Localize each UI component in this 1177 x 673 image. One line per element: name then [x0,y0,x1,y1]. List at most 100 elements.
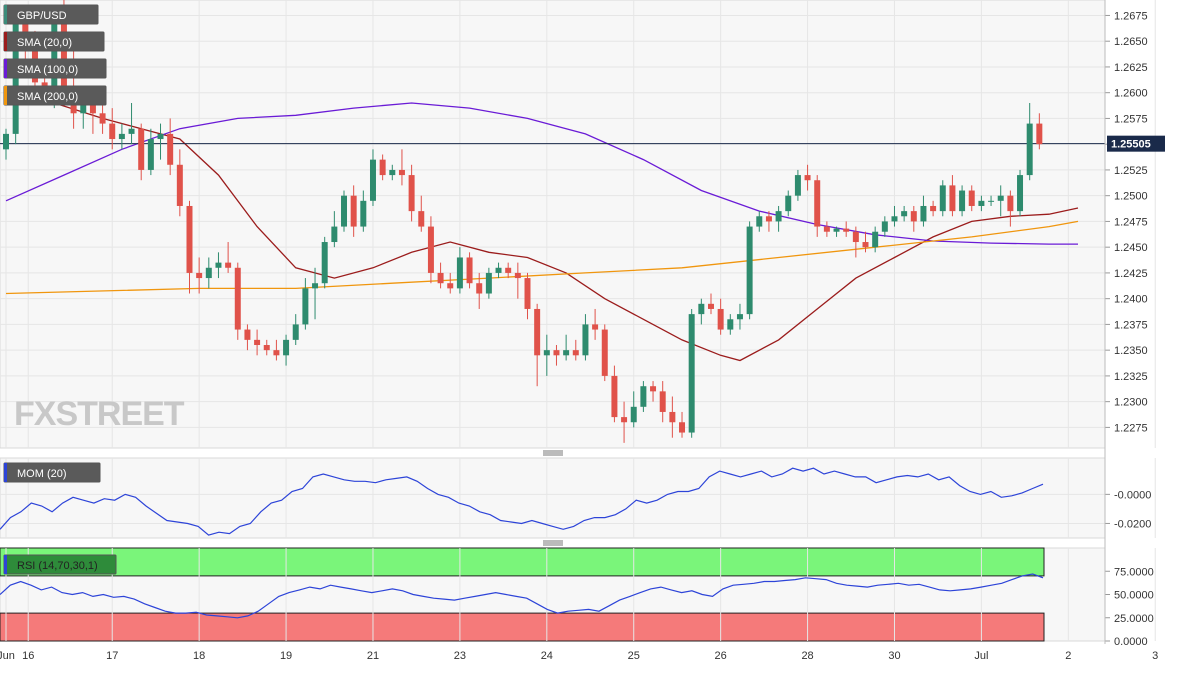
candle-body [331,226,338,243]
candle-body [968,190,975,206]
candle-body [147,139,154,170]
mom-legend[interactable]: MOM (20) [3,462,101,483]
y-tick-label: 1.2425 [1114,268,1148,280]
candle [727,314,734,335]
candle-body [466,257,473,284]
rsi-legend-text: RSI (14,70,30,1) [17,560,98,572]
price-legend-0-swatch [4,5,7,24]
candle-body [186,205,193,273]
candle [949,175,956,217]
rsi-tick-label: 75.0000 [1114,566,1154,578]
candle-body [456,257,463,289]
candle-body [930,205,937,212]
candle [215,252,222,279]
candle [939,180,946,217]
candle-body [80,102,87,114]
candle [321,236,328,289]
price-legend-3-swatch [4,86,7,105]
candle [862,231,869,253]
rsi-oversold-band [0,612,1045,642]
candle-body [650,386,657,392]
x-tick-label: Jun [0,650,15,662]
candle-body [862,242,869,248]
candle [263,339,270,356]
candle-body [659,391,666,412]
candle-body [601,329,608,376]
candle [466,252,473,289]
y-tick-label: 1.2400 [1114,294,1148,306]
candle [756,211,763,232]
candle-body [118,133,125,140]
y-tick-label: 1.2675 [1114,10,1148,22]
candle-body [823,226,830,232]
candle-body [978,200,985,206]
candle [997,185,1004,217]
candle [244,324,251,351]
candle-body [244,329,251,340]
candle [1017,169,1024,217]
candle-body [379,159,386,176]
candle-body [843,228,850,232]
candle [456,247,463,294]
x-tick-label: 26 [715,650,727,662]
candle-body [418,211,425,227]
candle-body [109,123,116,140]
candle-body [215,262,222,268]
candle-body [891,216,898,222]
y-tick-label: 1.2525 [1114,165,1148,177]
candle-body [476,283,483,294]
candle [350,185,357,237]
rsi-legend[interactable]: RSI (14,70,30,1) [3,554,117,575]
candle [1007,190,1014,227]
price-legend-2[interactable]: SMA (100,0) [3,58,107,79]
candle-body [1007,195,1014,212]
price-legend-0[interactable]: GBP/USD [3,4,99,25]
candle-body [408,175,415,212]
candle-body [341,195,348,227]
candle [534,303,541,387]
candle-body [572,350,579,356]
candle [775,205,782,232]
candle-body [717,308,724,330]
candle-body [727,319,734,330]
candle [225,242,232,273]
x-tick-label: 19 [280,650,292,662]
candle [833,226,840,237]
candle [437,262,444,289]
candle [302,278,309,330]
candle [514,262,521,299]
candle-body [225,262,232,268]
candle-body [775,211,782,222]
price-legend-1-text: SMA (20,0) [17,37,72,49]
candle-body [543,350,550,356]
candle [205,257,212,289]
candle [524,272,531,320]
candle [495,262,502,279]
candle-body [524,278,531,309]
price-legend-3[interactable]: SMA (200,0) [3,85,107,106]
candle [572,339,579,361]
rsi-overbought-band [0,547,1045,577]
candle [630,391,637,428]
candle [804,164,811,191]
candle [901,205,908,222]
sma-line-0 [5,97,1079,362]
x-tick-label: 28 [801,650,813,662]
y-tick-label: 1.2650 [1114,36,1148,48]
candle [341,190,348,232]
y-tick-label: 1.2475 [1114,216,1148,228]
candle [331,211,338,248]
x-tick-label: 24 [541,650,553,662]
candle [254,329,261,356]
y-tick-label: 1.2375 [1114,319,1148,331]
price-legend-2-swatch [4,59,7,78]
candle [312,267,319,320]
y-tick-label: 1.2275 [1114,422,1148,434]
price-legend-1[interactable]: SMA (20,0) [3,31,105,52]
y-tick-label: 1.2625 [1114,62,1148,74]
x-tick-label: 2 [1065,650,1071,662]
price-legend-3-text: SMA (200,0) [17,91,78,103]
candle-body [389,169,396,176]
candle [369,149,376,206]
